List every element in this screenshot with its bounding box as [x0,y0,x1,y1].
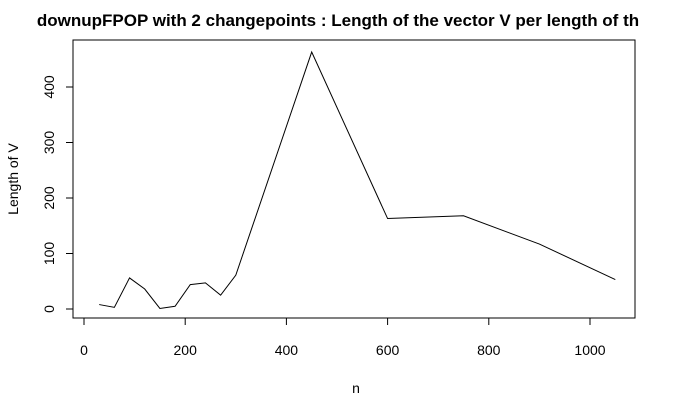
y-axis-label: Length of V [5,143,21,215]
y-axis: 0 100 200 300 400 [41,75,74,313]
x-tick-label-1000: 1000 [574,342,605,358]
y-tick-label-200: 200 [41,186,57,210]
x-tick-label-200: 200 [174,342,198,358]
y-tick-label-100: 100 [41,242,57,266]
x-tick-label-600: 600 [376,342,400,358]
y-tick-label-400: 400 [41,75,57,99]
x-axis-label: n [352,380,360,396]
x-tick-label-400: 400 [275,342,299,358]
series-points [98,51,616,309]
y-tick-label-0: 0 [41,305,57,313]
chart-title: downupFPOP with 2 changepoints : Length … [37,11,639,30]
x-axis: 0 200 400 600 800 1000 [80,317,606,358]
series-line [99,50,616,309]
x-tick-label-0: 0 [80,342,88,358]
plot-frame [72,39,636,319]
y-tick-label-300: 300 [41,131,57,155]
x-tick-label-800: 800 [477,342,501,358]
